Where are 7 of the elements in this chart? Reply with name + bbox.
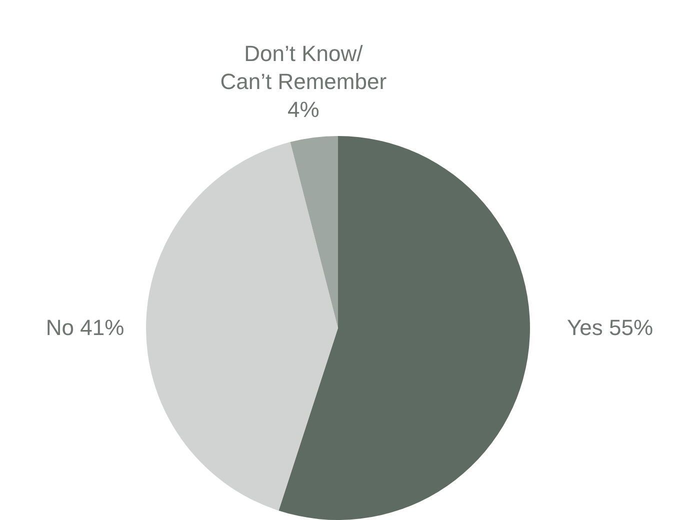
pie-slice <box>290 136 338 328</box>
slice-label: Don’t Know/ Can’t Remember <box>220 41 387 94</box>
pie-slice <box>278 136 530 520</box>
pie-slice <box>146 142 338 511</box>
data-label: 4% <box>288 97 320 122</box>
slice-label: No 41% <box>46 315 124 340</box>
slice-label: Yes 55% <box>566 315 654 340</box>
